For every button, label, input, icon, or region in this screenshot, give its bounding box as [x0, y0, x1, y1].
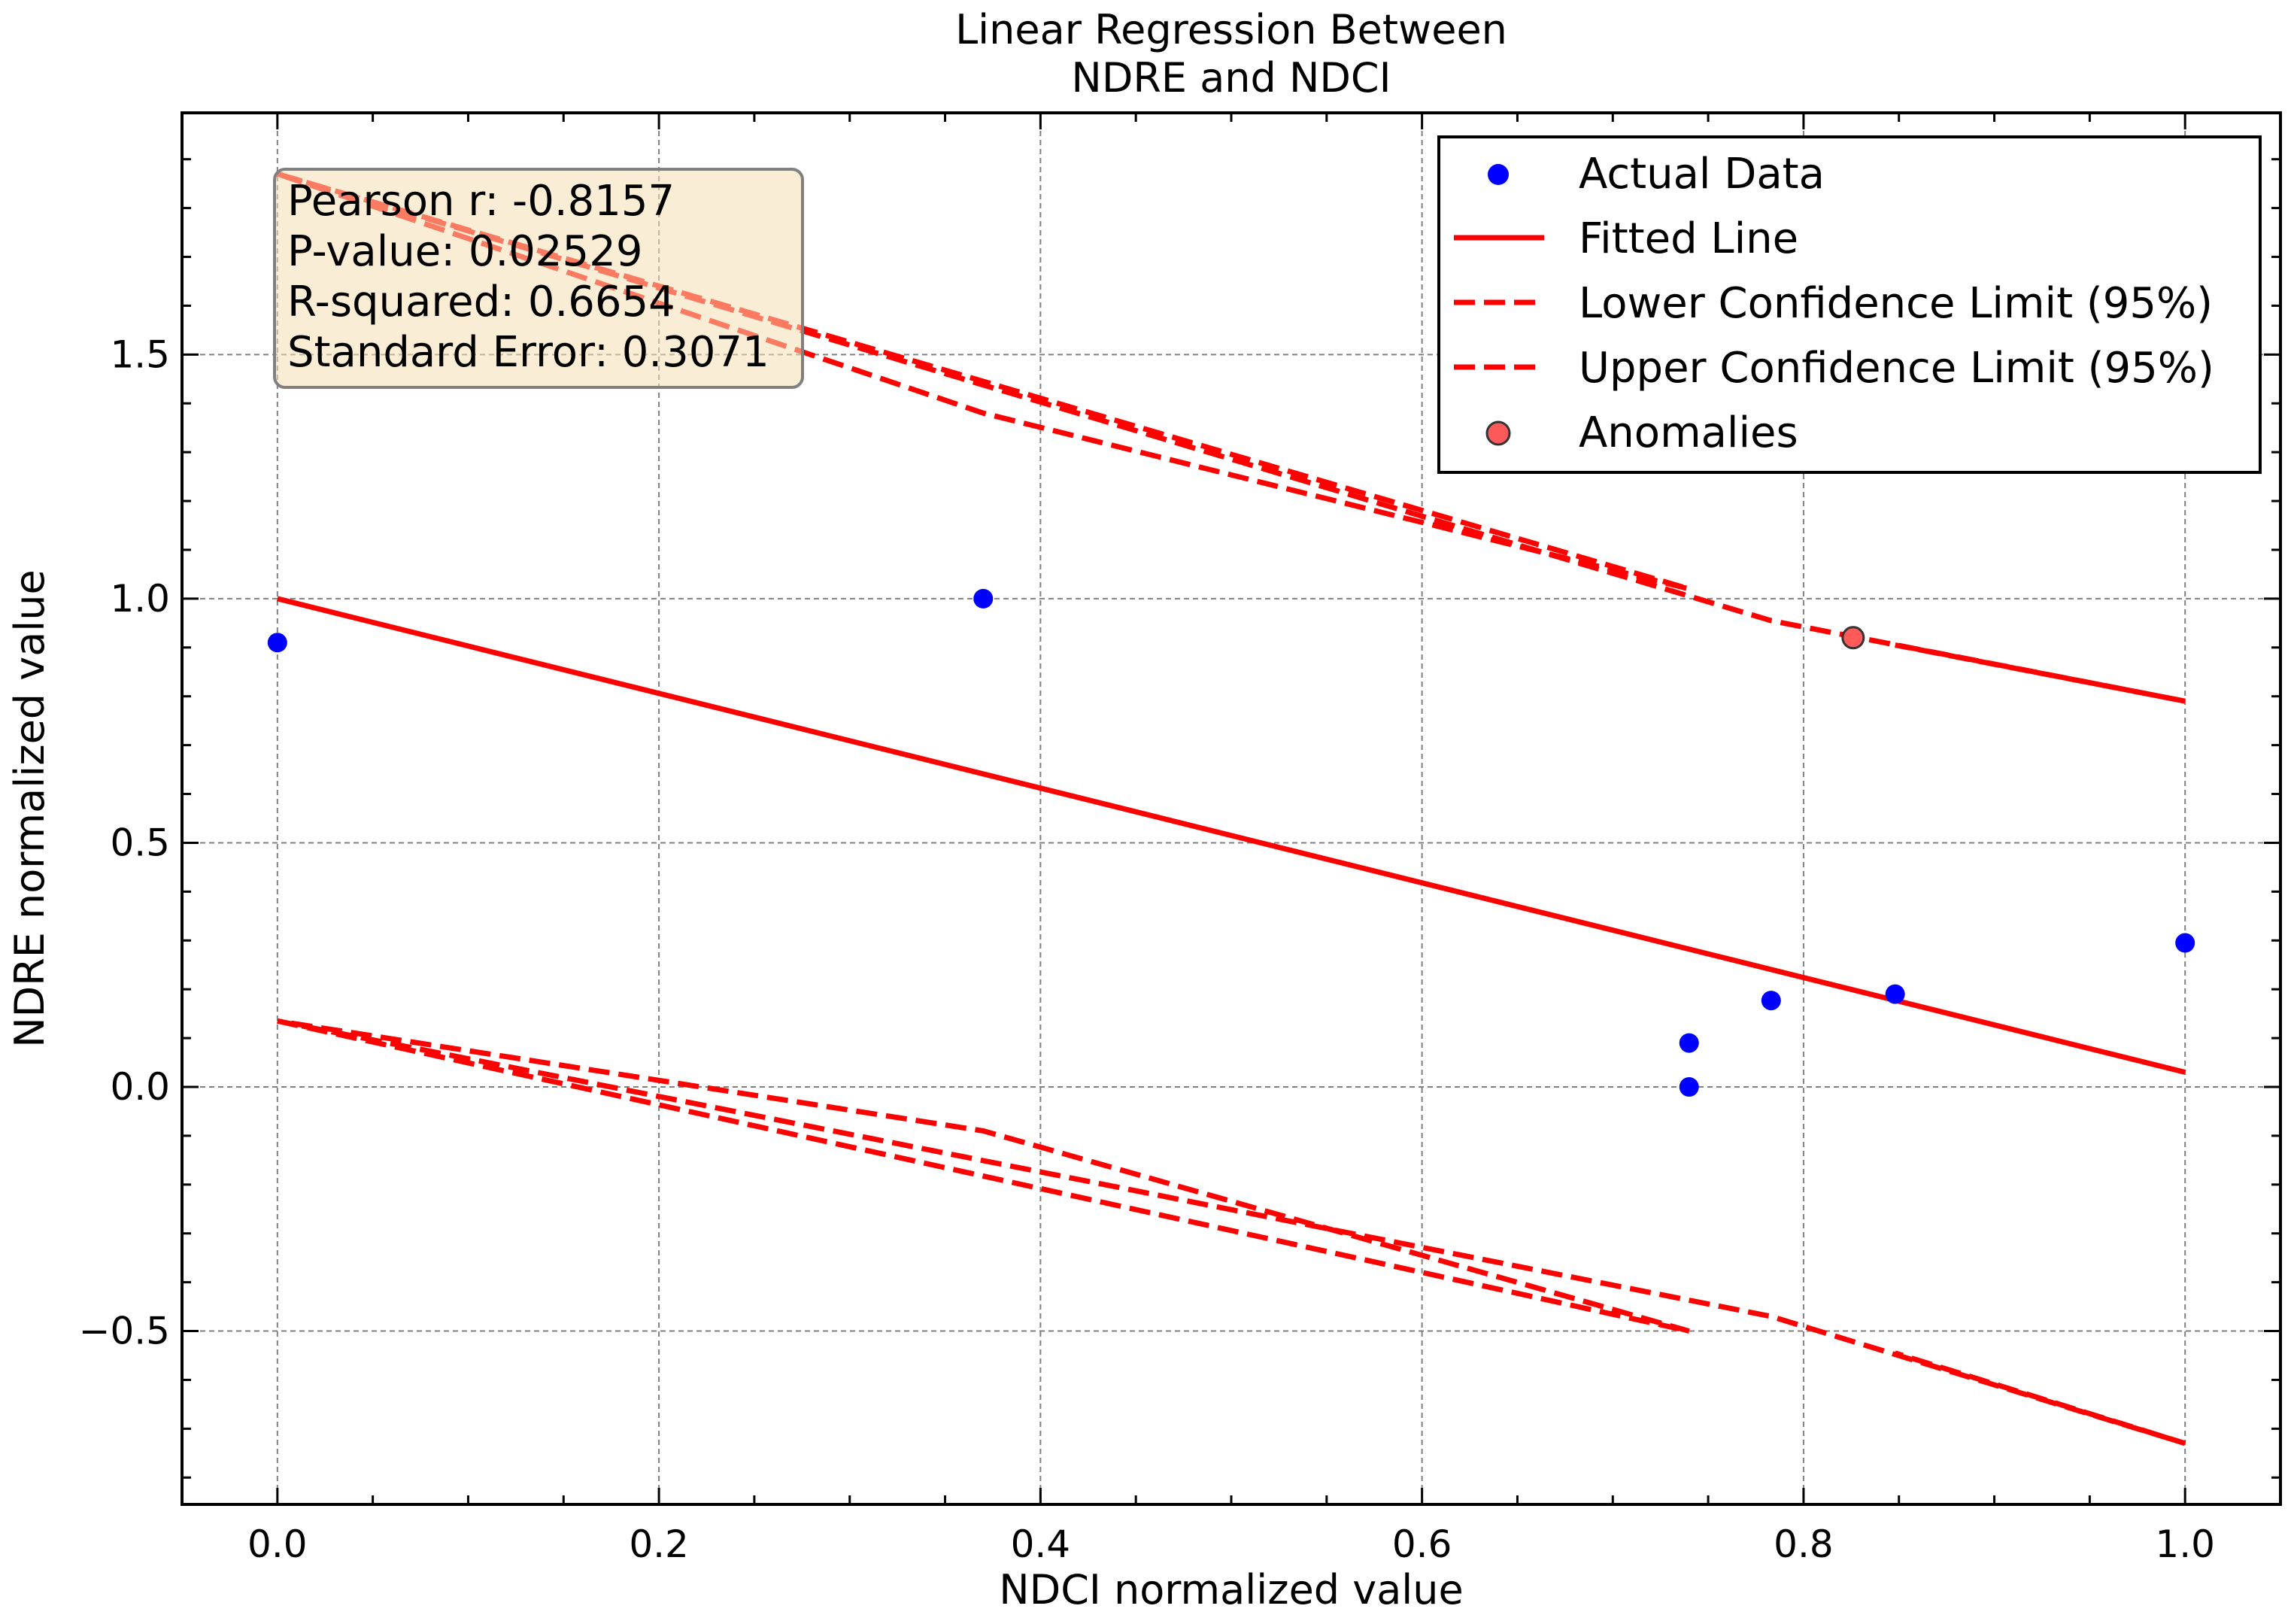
stats-line: Standard Error: 0.3071	[287, 328, 769, 377]
actual-data-point	[1679, 1077, 1699, 1097]
actual-data-point	[1679, 1033, 1699, 1053]
stats-line: P-value: 0.02529	[287, 227, 642, 276]
x-tick-label: 0.2	[629, 1522, 689, 1566]
stats-box-background	[273, 168, 804, 389]
anomalies-point	[1841, 626, 1865, 650]
lower-confidence-limit-95-line	[277, 1018, 2186, 1446]
legend-marker	[1488, 164, 1509, 185]
x-tick-label: 0.8	[1774, 1522, 1834, 1566]
legend-entry-label: Fitted Line	[1579, 214, 1798, 263]
actual-data-point	[1761, 991, 1781, 1011]
stats-line: R-squared: 0.6654	[287, 278, 675, 326]
x-tick-label: 0.4	[1011, 1522, 1071, 1566]
actual-data-point	[973, 588, 994, 609]
legend-frame	[1437, 135, 2262, 474]
y-tick-label: 0.0	[110, 1065, 170, 1109]
fitted-line-line	[276, 596, 2186, 1075]
grid-layer	[182, 113, 2280, 1504]
stats-line: Pearson r: -0.8157	[287, 177, 675, 226]
tick-layer: 0.0 0.2 0.4 0.6 0.8 1.0 −0.5 0.0 0.5 1.0 1.5	[79, 113, 2282, 1566]
legend-entry-label: Anomalies	[1579, 408, 1798, 457]
x-tick-label: 1.0	[2155, 1522, 2215, 1566]
x-tick-label: 0.6	[1392, 1522, 1452, 1566]
y-tick-label: −0.5	[79, 1310, 170, 1353]
chart-title-line-2: NDRE and NDCI	[1071, 54, 1391, 102]
x-tick-label: 0.0	[247, 1522, 308, 1566]
legend-entry-label: Actual Data	[1579, 150, 1825, 199]
y-tick-label: 0.5	[110, 821, 170, 864]
legend-entry-label: Lower Confidence Limit (95%)	[1579, 279, 2213, 328]
actual-data-point	[1885, 984, 1905, 1004]
chart-title-line-1: Linear Regression Between	[955, 6, 1507, 53]
legend-entry-label: Upper Confidence Limit (95%)	[1579, 344, 2214, 393]
actual-data-point	[267, 633, 287, 653]
x-axis-label: NDCI normalized value	[999, 1566, 1464, 1613]
legend: Actual Data Fitted Line Lower Confidence L…	[1437, 135, 2262, 474]
legend-marker	[1485, 420, 1511, 446]
y-tick-label: 1.5	[110, 332, 170, 376]
actual-data-point	[2175, 933, 2195, 953]
y-tick-label: 1.0	[110, 577, 170, 621]
y-axis-label: NDRE normalized value	[6, 569, 53, 1048]
